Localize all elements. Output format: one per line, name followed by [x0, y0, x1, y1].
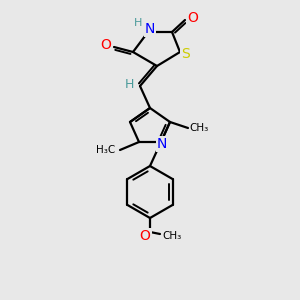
Text: H: H	[134, 18, 142, 28]
Text: CH₃: CH₃	[162, 231, 182, 241]
Text: N: N	[145, 22, 155, 36]
Text: N: N	[157, 137, 167, 151]
Text: CH₃: CH₃	[189, 123, 208, 133]
Text: O: O	[188, 11, 198, 25]
Text: O: O	[100, 38, 111, 52]
Text: S: S	[181, 47, 189, 61]
Text: H: H	[124, 77, 134, 91]
Text: O: O	[140, 229, 150, 243]
Text: H₃C: H₃C	[96, 145, 116, 155]
